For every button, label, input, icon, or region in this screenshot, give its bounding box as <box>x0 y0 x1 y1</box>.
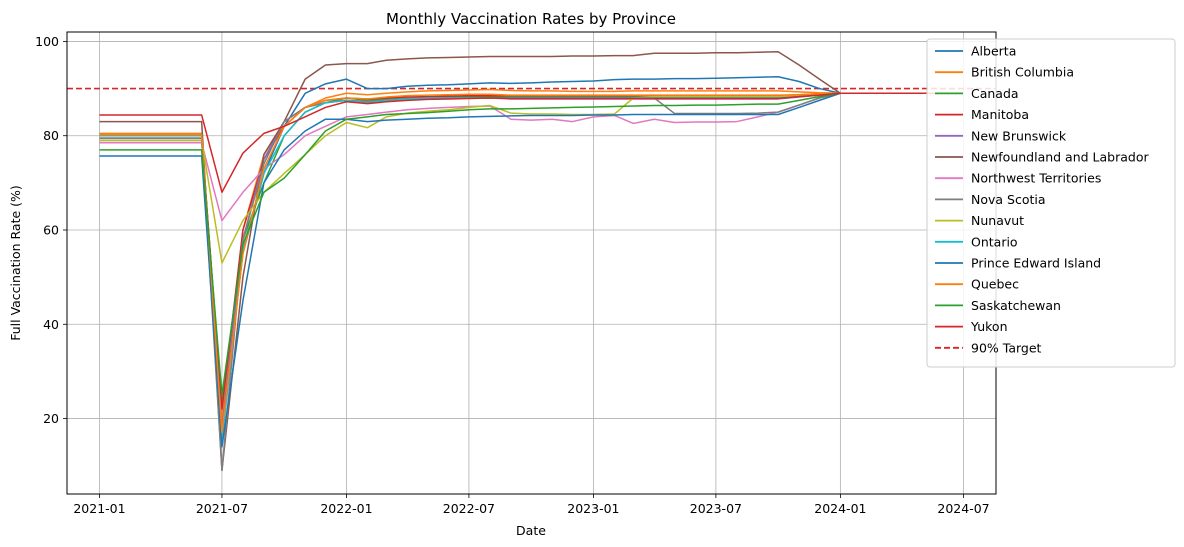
y-axis-ticks: 20 40 60 80 100 <box>35 34 67 426</box>
legend-label-northwest-territories: Northwest Territories <box>971 171 1101 186</box>
y-tick-label: 80 <box>43 128 59 143</box>
series-line-prince-edward-island <box>99 92 944 448</box>
series-line-northwest-territories <box>99 92 944 222</box>
series-line-yukon <box>99 92 944 194</box>
x-tick-label: 2024-01 <box>814 501 866 516</box>
x-axis-ticks: 2021-01 2021-07 2022-01 2022-07 2023-01 2023-… <box>73 494 990 516</box>
legend-label-manitoba: Manitoba <box>971 107 1029 122</box>
x-tick-label: 2021-01 <box>73 501 125 516</box>
x-tick-label: 2023-07 <box>690 501 742 516</box>
x-tick-label: 2024-07 <box>937 501 989 516</box>
series-line-saskatchewan <box>99 92 944 396</box>
legend-label-prince-edward-island: Prince Edward Island <box>971 256 1101 271</box>
legend-label-newfoundland-and-labrador: Newfoundland and Labrador <box>971 150 1149 165</box>
legend: Alberta British Columbia Canada Manitoba New… <box>926 38 1176 368</box>
x-tick-label: 2023-01 <box>567 501 619 516</box>
legend-label-new-brunswick: New Brunswick <box>971 128 1067 143</box>
series-line-newfoundland-and-labrador <box>99 51 944 472</box>
x-axis-title: Date <box>516 523 546 538</box>
series-line-alberta <box>99 76 944 429</box>
series-layer <box>99 51 944 472</box>
legend-label-saskatchewan: Saskatchewan <box>971 298 1061 313</box>
series-line-nunavut <box>99 92 944 264</box>
legend-label-alberta: Alberta <box>971 44 1016 59</box>
x-tick-label: 2022-01 <box>320 501 372 516</box>
x-tick-label: 2022-07 <box>443 501 495 516</box>
legend-label-yukon: Yukon <box>970 319 1008 334</box>
legend-label-nova-scotia: Nova Scotia <box>971 192 1046 207</box>
legend-label-quebec: Quebec <box>971 277 1019 292</box>
series-line-quebec <box>99 92 944 434</box>
legend-label-90-target: 90% Target <box>971 340 1042 355</box>
y-tick-label: 40 <box>43 317 59 332</box>
x-tick-label: 2021-07 <box>196 501 248 516</box>
y-tick-label: 100 <box>35 34 59 49</box>
y-axis-title: Full Vaccination Rate (%) <box>8 185 23 341</box>
y-tick-label: 60 <box>43 223 59 238</box>
y-tick-label: 20 <box>43 411 59 426</box>
legend-label-british-columbia: British Columbia <box>971 65 1074 80</box>
legend-label-nunavut: Nunavut <box>971 213 1024 228</box>
legend-label-canada: Canada <box>971 86 1019 101</box>
legend-label-ontario: Ontario <box>971 234 1018 249</box>
legend-box <box>926 38 1176 368</box>
chart-title: Monthly Vaccination Rates by Province <box>386 10 676 28</box>
